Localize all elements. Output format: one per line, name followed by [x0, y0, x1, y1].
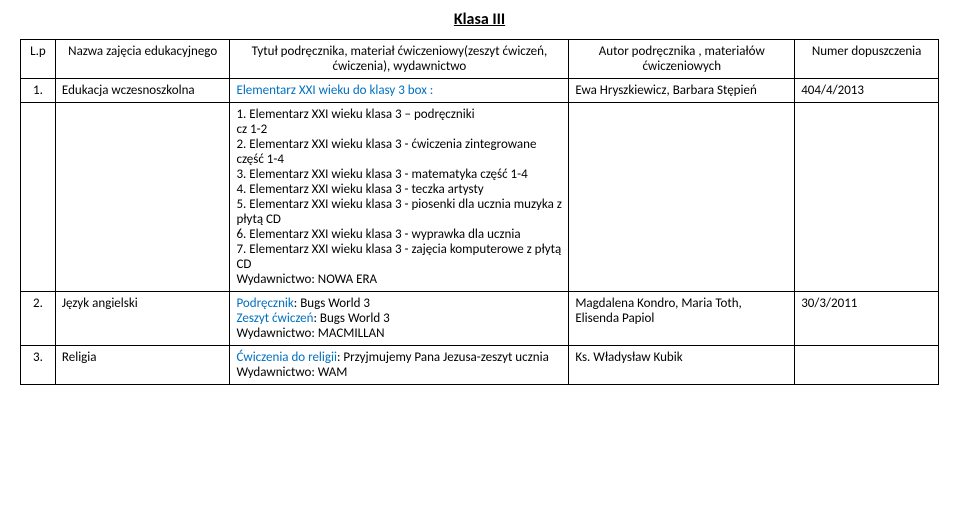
col-lp: L.p	[21, 40, 56, 79]
cell-book: Podręcznik: Bugs World 3 Zeszyt ćwiczeń:…	[230, 292, 569, 346]
cell-approval: 30/3/2011	[795, 292, 939, 346]
col-name: Nazwa zajęcia edukacyjnego	[55, 40, 230, 79]
book-line: 5. Elementarz XXI wieku klasa 3 - piosen…	[236, 197, 562, 227]
book-value: : Przyjmujemy Pana Jezusa-zeszyt ucznia	[337, 350, 549, 365]
table-row: 2. Język angielski Podręcznik: Bugs Worl…	[21, 292, 939, 346]
book-line: 2. Elementarz XXI wieku klasa 3 - ćwicze…	[236, 137, 562, 167]
cell-name: Edukacja wczesnoszkolna	[55, 79, 230, 103]
book-label: Zeszyt ćwiczeń	[236, 311, 313, 326]
col-book: Tytuł podręcznika, materiał ćwiczeniowy(…	[230, 40, 569, 79]
cell-author: Magdalena Kondro, Maria Toth, Elisenda P…	[569, 292, 795, 346]
book-line: 1. Elementarz XXI wieku klasa 3 – podręc…	[236, 107, 562, 122]
cell-approval: 404/4/2013	[795, 79, 939, 103]
table-row: 1. Elementarz XXI wieku klasa 3 – podręc…	[21, 103, 939, 292]
book-publisher: Wydawnictwo: WAM	[236, 365, 347, 380]
book-line: Wydawnictwo: NOWA ERA	[236, 272, 562, 287]
cell-author: Ewa Hryszkiewicz, Barbara Stępień	[569, 79, 795, 103]
cell-approval	[795, 346, 939, 385]
cell-lp: 2.	[21, 292, 56, 346]
col-approval: Numer dopuszczenia	[795, 40, 939, 79]
cell-author: Ks. Władysław Kubik	[569, 346, 795, 385]
cell-name: Religia	[55, 346, 230, 385]
book-label: Podręcznik	[236, 296, 293, 311]
cell-book-main: Elementarz XXI wieku do klasy 3 box :	[230, 79, 569, 103]
cell-book: Ćwiczenia do religii: Przyjmujemy Pana J…	[230, 346, 569, 385]
cell-empty	[55, 103, 230, 292]
cell-empty	[21, 103, 56, 292]
cell-lp: 1.	[21, 79, 56, 103]
book-line: cz 1-2	[236, 122, 562, 137]
page-title: Klasa III	[20, 10, 939, 29]
textbook-table: L.p Nazwa zajęcia edukacyjnego Tytuł pod…	[20, 39, 939, 385]
book-line: 7. Elementarz XXI wieku klasa 3 - zajęci…	[236, 242, 562, 272]
table-row: 3. Religia Ćwiczenia do religii: Przyjmu…	[21, 346, 939, 385]
cell-name: Język angielski	[55, 292, 230, 346]
cell-empty	[795, 103, 939, 292]
book-publisher: Wydawnictwo: MACMILLAN	[236, 326, 384, 341]
book-value: : Bugs World 3	[313, 311, 389, 326]
book-label: Ćwiczenia do religii	[236, 350, 337, 365]
cell-book-details: 1. Elementarz XXI wieku klasa 3 – podręc…	[230, 103, 569, 292]
col-author: Autor podręcznika , materiałów ćwiczenio…	[569, 40, 795, 79]
book-line: 3. Elementarz XXI wieku klasa 3 - matema…	[236, 167, 562, 182]
book-line: 4. Elementarz XXI wieku klasa 3 - teczka…	[236, 182, 562, 197]
book-value: : Bugs World 3	[294, 296, 370, 311]
book-line: 6. Elementarz XXI wieku klasa 3 - wypraw…	[236, 227, 562, 242]
table-row: 1. Edukacja wczesnoszkolna Elementarz XX…	[21, 79, 939, 103]
table-header-row: L.p Nazwa zajęcia edukacyjnego Tytuł pod…	[21, 40, 939, 79]
cell-lp: 3.	[21, 346, 56, 385]
cell-empty	[569, 103, 795, 292]
